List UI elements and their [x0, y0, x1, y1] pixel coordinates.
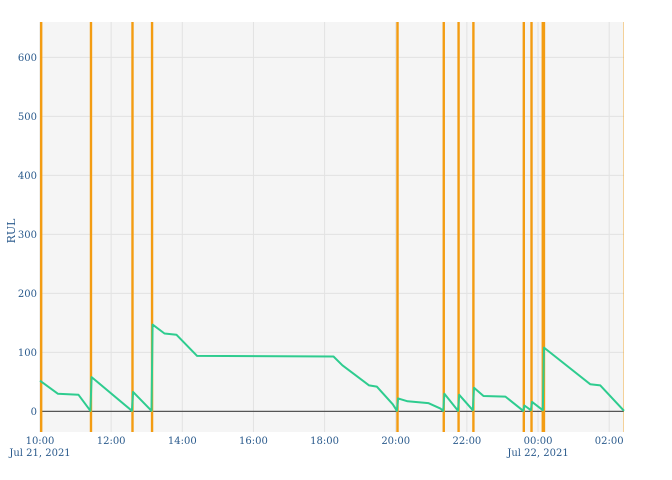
- rul-series: [39, 323, 625, 412]
- y-tick-label: 0: [31, 407, 37, 418]
- y-tick-label: 300: [18, 230, 37, 241]
- y-axis-ticks: 0 100 200 300 400 500 600: [18, 53, 37, 418]
- x-tick-label: 20:00: [381, 436, 410, 447]
- x-tick-label: 10:00: [26, 436, 55, 447]
- x-tick-label: 00:00: [524, 436, 553, 447]
- failure-markers: [39, 22, 624, 432]
- y-tick-label: 200: [18, 289, 37, 300]
- grid-lines: [39, 22, 624, 432]
- x-tick-label: 12:00: [97, 436, 126, 447]
- rul-line: [39, 323, 625, 412]
- y-tick-label: 500: [18, 112, 37, 123]
- plot-background: [40, 22, 624, 432]
- y-tick-label: 100: [18, 348, 37, 359]
- y-tick-label: 400: [18, 171, 37, 182]
- y-axis-title: RUL: [5, 218, 18, 244]
- x-tick-date-label: Jul 21, 2021: [8, 448, 70, 459]
- x-tick-label: 22:00: [452, 436, 481, 447]
- x-tick-label: 18:00: [310, 436, 339, 447]
- x-tick-label: 14:00: [168, 436, 197, 447]
- x-tick-date-label: Jul 22, 2021: [506, 448, 568, 459]
- x-tick-label: 16:00: [239, 436, 268, 447]
- x-tick-label: 02:00: [595, 436, 624, 447]
- y-tick-label: 600: [18, 53, 37, 64]
